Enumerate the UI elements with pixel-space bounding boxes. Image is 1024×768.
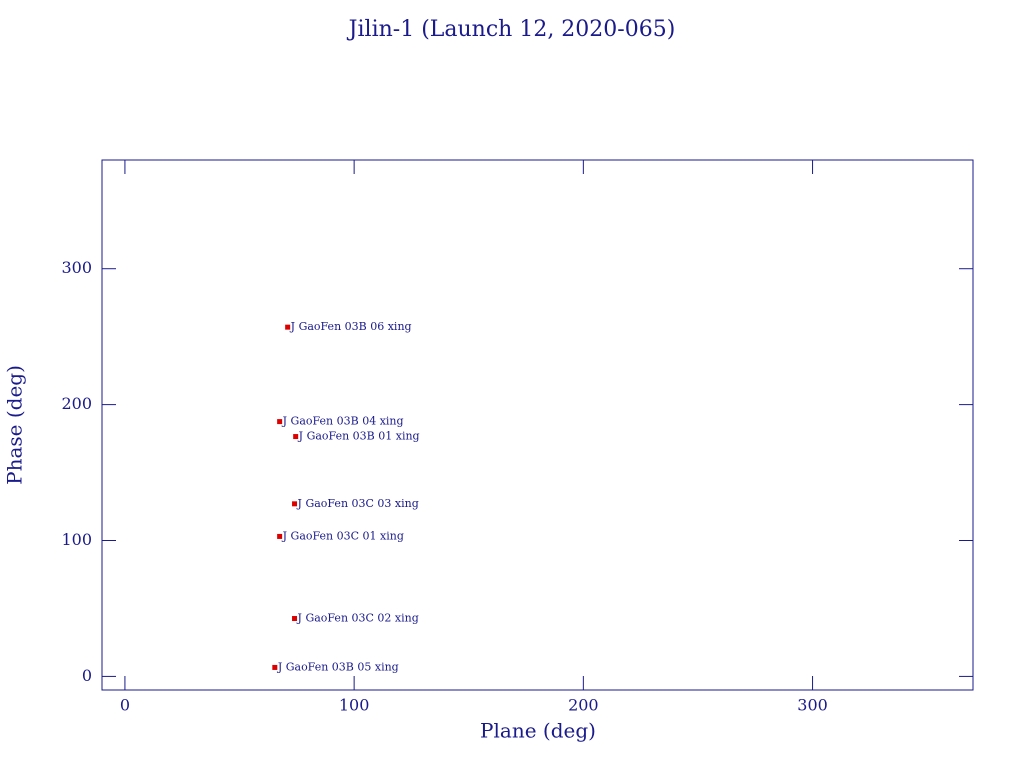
point-label: J GaoFen 03C 02 xing xyxy=(297,612,419,625)
point-label: J GaoFen 03B 06 xing xyxy=(290,320,412,333)
y-tick-label: 300 xyxy=(61,258,92,277)
point-label: J GaoFen 03C 01 xing xyxy=(282,529,404,542)
point xyxy=(292,501,298,507)
point xyxy=(293,434,299,440)
x-tick-label: 200 xyxy=(568,696,599,715)
point xyxy=(277,419,283,425)
chart-title: Jilin-1 (Launch 12, 2020-065) xyxy=(347,17,676,42)
point xyxy=(277,533,283,539)
plot-frame xyxy=(101,159,974,691)
x-tick-label: 300 xyxy=(797,696,828,715)
point-label: J GaoFen 03B 05 xing xyxy=(277,660,399,673)
x-tick-label: 100 xyxy=(339,696,370,715)
y-axis-label: Phase (deg) xyxy=(3,365,27,485)
point-label: J GaoFen 03C 03 xing xyxy=(297,497,419,510)
point xyxy=(292,616,298,622)
y-tick-label: 200 xyxy=(61,394,92,413)
point xyxy=(272,664,278,670)
x-tick-label: 0 xyxy=(120,696,130,715)
point-label: J GaoFen 03B 01 xing xyxy=(298,430,420,443)
y-tick-label: 100 xyxy=(61,530,92,549)
x-axis-label: Plane (deg) xyxy=(480,719,596,743)
y-tick-label: 0 xyxy=(82,666,92,685)
point xyxy=(285,324,291,330)
point-label: J GaoFen 03B 04 xing xyxy=(282,415,404,428)
